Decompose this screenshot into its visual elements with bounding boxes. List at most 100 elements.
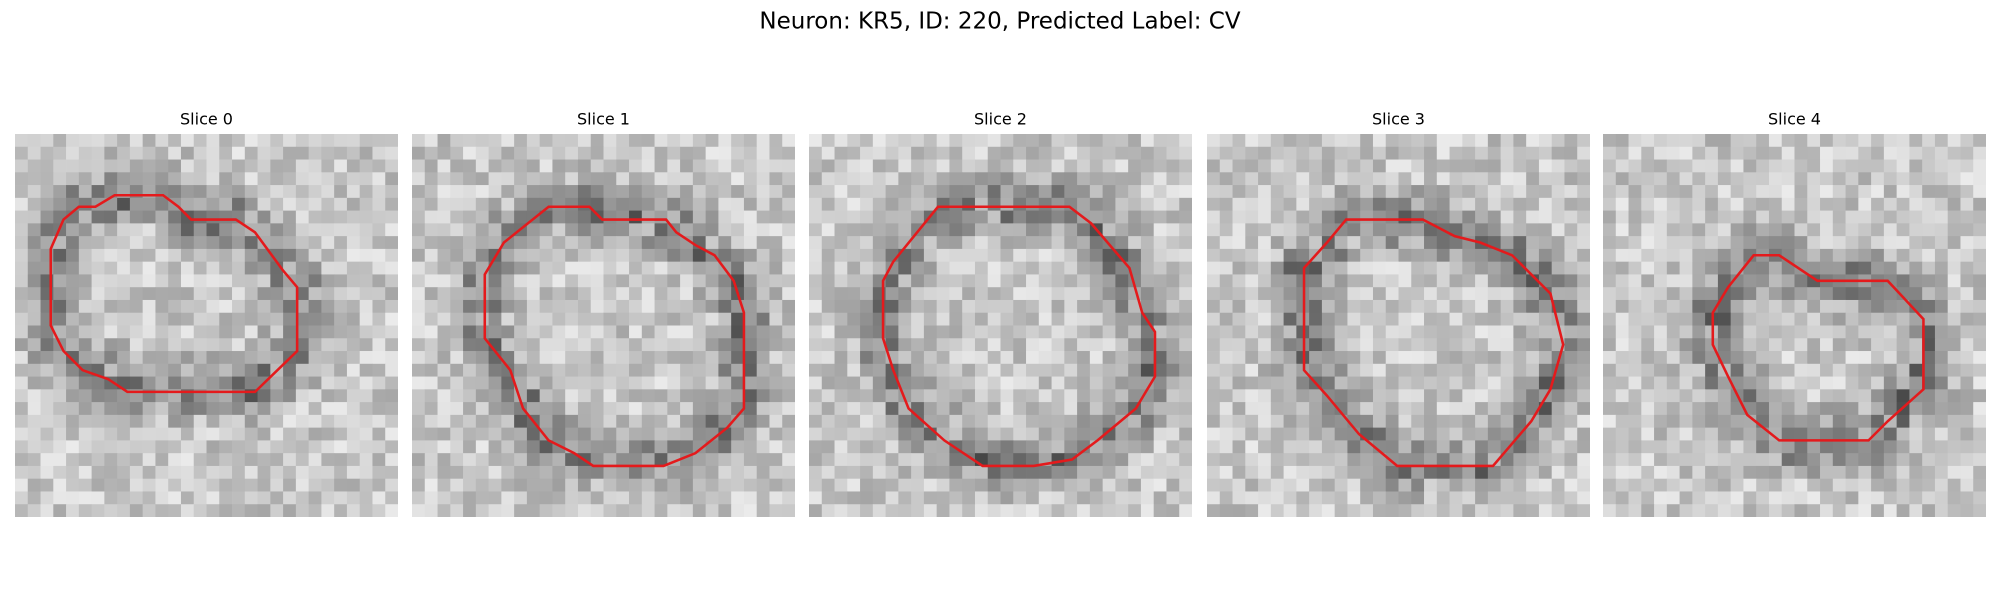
pixel [705, 185, 719, 199]
pixel [1424, 248, 1438, 263]
pixel [1705, 478, 1719, 492]
pixel [450, 325, 464, 339]
pixel [1372, 287, 1387, 301]
pixel [1896, 325, 1910, 339]
pixel [412, 440, 426, 454]
pixel [244, 172, 258, 186]
pixel [514, 236, 528, 250]
pixel [1077, 363, 1091, 377]
pixel [1153, 261, 1167, 275]
pixel [1219, 274, 1233, 288]
pixel [1615, 478, 1629, 492]
pixel [244, 376, 258, 390]
pixel [1947, 389, 1961, 403]
pixel [1615, 287, 1629, 301]
pixel [821, 325, 835, 339]
pixel [987, 453, 1001, 467]
pixel [1449, 440, 1463, 454]
pixel [1934, 325, 1949, 339]
pixel [1513, 325, 1527, 339]
pixel [193, 440, 207, 454]
pixel [1628, 363, 1642, 377]
pixel [1666, 491, 1680, 505]
pixel [1513, 414, 1527, 429]
pixel [1179, 440, 1192, 454]
pixel [514, 402, 528, 416]
pixel [66, 478, 80, 492]
pixel [1424, 261, 1438, 275]
pixel [129, 465, 144, 480]
pixel [756, 389, 770, 403]
pixel [1666, 478, 1680, 492]
pixel [654, 338, 668, 352]
pixel [1564, 159, 1578, 173]
pixel [1756, 440, 1770, 454]
pixel [1973, 236, 1986, 250]
pixel [117, 274, 131, 288]
pixel [27, 261, 41, 275]
pixel [1270, 414, 1284, 429]
pixel [1730, 159, 1744, 173]
pixel [936, 478, 950, 492]
pixel [308, 287, 322, 301]
pixel [1487, 261, 1502, 275]
pixel [295, 248, 310, 263]
pixel [1538, 440, 1553, 454]
pixel [104, 351, 118, 365]
pixel [1781, 465, 1795, 480]
pixel [1909, 236, 1923, 250]
pixel [911, 376, 925, 390]
pixel [1089, 312, 1104, 326]
pixel [949, 236, 963, 250]
pixel [1922, 478, 1936, 492]
pixel [1128, 453, 1142, 467]
pixel [552, 491, 566, 505]
pixel [1679, 159, 1693, 173]
pixel [834, 197, 848, 211]
pixel [1000, 159, 1014, 173]
pixel [1934, 453, 1949, 467]
pixel [1462, 363, 1476, 377]
pixel [987, 504, 1001, 517]
pixel [898, 134, 912, 148]
pixel [769, 427, 783, 441]
pixel [616, 210, 630, 224]
pixel [91, 440, 105, 454]
pixel [359, 389, 373, 403]
pixel [1820, 312, 1834, 326]
pixel [577, 465, 592, 480]
pixel [1166, 351, 1180, 365]
pixel [1089, 299, 1104, 314]
pixel [1909, 197, 1923, 211]
pixel [1551, 274, 1565, 288]
pixel [1309, 210, 1323, 224]
pixel [1102, 465, 1116, 480]
pixel [1128, 210, 1142, 224]
pixel [1051, 210, 1065, 224]
pixel [680, 414, 694, 429]
pixel [1309, 338, 1323, 352]
pixel [654, 414, 668, 429]
pixel [219, 134, 233, 148]
pixel [359, 197, 373, 211]
pixel [1909, 453, 1923, 467]
pixel [769, 453, 783, 467]
pixel [1820, 465, 1834, 480]
pixel [475, 134, 489, 148]
pixel [219, 376, 233, 390]
pixel [1628, 440, 1642, 454]
pixel [834, 504, 848, 517]
pixel [565, 491, 579, 505]
pixel [1462, 376, 1476, 390]
pixel [514, 312, 528, 326]
panel-title: Slice 4 [1768, 110, 1821, 129]
pixel [1245, 402, 1259, 416]
pixel [53, 172, 67, 186]
pixel [488, 376, 502, 390]
pixel [526, 325, 541, 339]
pixel [232, 325, 246, 339]
pixel [1309, 146, 1323, 160]
pixel [1564, 504, 1578, 517]
pixel [27, 248, 41, 263]
pixel [1807, 261, 1821, 275]
